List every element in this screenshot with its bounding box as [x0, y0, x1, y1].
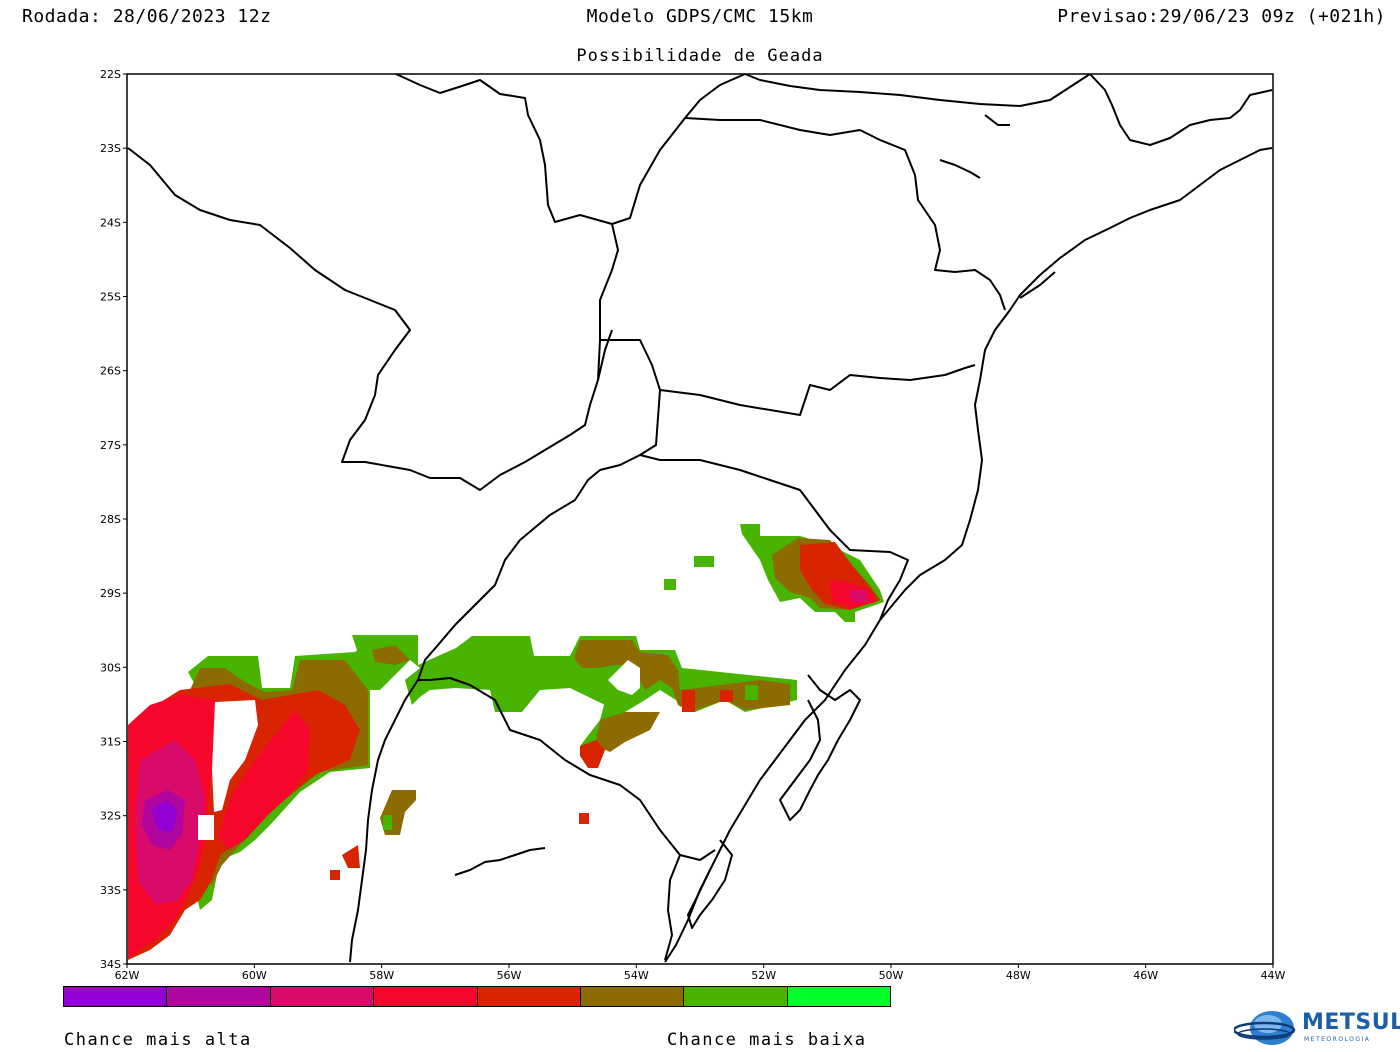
model-name-label: Modelo GDPS/CMC 15km — [586, 6, 814, 27]
lon-tick-label: 44W — [1261, 969, 1286, 980]
frost-band-mid-3 — [595, 712, 660, 752]
lat-tick-label: 33S — [100, 884, 121, 897]
border-argentina-paraguay — [127, 147, 613, 491]
lon-tick-label: 52W — [751, 969, 776, 980]
logo-subtext: METEOROLOGIA — [1304, 1036, 1371, 1043]
colorbar-swatch — [684, 987, 788, 1006]
border-uruguay-brazil — [418, 677, 716, 861]
lat-tick-label: 26S — [100, 365, 121, 378]
lon-tick-label: 54W — [624, 969, 649, 980]
no-frost-gap — [212, 700, 258, 812]
colorbar-swatch — [477, 987, 581, 1006]
lat-tick-label: 24S — [100, 216, 121, 229]
lon-tick-label: 60W — [242, 969, 267, 980]
lon-tick-label: 50W — [879, 969, 904, 980]
lagoa-mirim — [687, 839, 733, 929]
frost-map: 22S23S24S25S26S27S28S29S30S31S32S33S34S … — [100, 68, 1286, 980]
border-rs-sc — [639, 454, 909, 621]
lat-tick-label: 30S — [100, 661, 121, 674]
metsul-logo: METSUL METEOROLOGIA — [1232, 1006, 1400, 1048]
lat-tick-label: 34S — [100, 958, 121, 971]
border-argentina-rs — [417, 389, 661, 681]
frost-cell-green-2 — [694, 556, 714, 567]
lat-tick-label: 23S — [100, 142, 121, 155]
border-paraguay-brazil — [597, 223, 619, 381]
lon-tick-label: 62W — [115, 969, 140, 980]
run-time-label: Rodada: 28/06/2023 12z — [22, 6, 272, 27]
frost-cell-river-green — [383, 815, 392, 830]
lat-tick-label: 27S — [100, 439, 121, 452]
lon-axis: 62W 60W 58W 56W 54W 52W 50W 48W 46W 44W — [115, 969, 1286, 980]
lon-tick-label: 56W — [497, 969, 522, 980]
plot-frame — [126, 73, 1274, 965]
frost-cell-red-2 — [720, 690, 733, 702]
no-frost-gap-2 — [198, 815, 214, 840]
map-title: Possibilidade de Geada — [576, 46, 824, 66]
border-parana-sc — [600, 339, 976, 416]
lat-tick-label: 25S — [100, 291, 121, 304]
border-sp-pr — [859, 129, 1006, 311]
frost-cell-isolated — [579, 813, 589, 824]
no-frost-gap-3 — [608, 660, 640, 695]
lat-tick-label: 29S — [100, 587, 121, 600]
lon-tick-label: 58W — [369, 969, 394, 980]
border-ms-sp — [684, 117, 861, 136]
colorbar-swatch — [580, 987, 685, 1006]
frost-cell-red-1 — [682, 690, 695, 712]
lon-tick-label: 46W — [1133, 969, 1158, 980]
border-paraguay-bolivia — [395, 73, 746, 225]
globe-icon — [1234, 1011, 1296, 1045]
colorbar-swatch — [64, 987, 168, 1006]
frost-cell-river-red-2 — [330, 870, 340, 880]
legend-high-label: Chance mais alta — [64, 1030, 252, 1050]
border-mg-rj — [1089, 73, 1273, 146]
frost-band-mid-1 — [372, 645, 410, 665]
forecast-time-label: Previsao:29/06/23 09z (+021h) — [1057, 6, 1386, 27]
frost-band-central — [352, 635, 797, 752]
frost-cell-river-red — [342, 845, 360, 868]
coastline-rs — [664, 619, 881, 963]
lat-tick-label: 28S — [100, 513, 121, 526]
colorbar-swatch — [787, 987, 890, 1006]
reservoir-2 — [984, 114, 1010, 126]
frost-band-mid-2 — [574, 640, 790, 712]
lat-tick-label: 31S — [100, 736, 121, 749]
border-uruguay-coast — [664, 854, 681, 961]
boundaries — [127, 73, 1273, 963]
frost-cell-green-3 — [664, 579, 676, 590]
frost-area-ne-veryhigh — [848, 590, 868, 602]
coastline-sc-sp — [879, 147, 1273, 621]
frost-area-peak — [152, 800, 178, 832]
colorbar-swatch — [167, 987, 271, 1006]
frost-cell-green — [745, 685, 758, 700]
rio-negro-reservoir — [454, 847, 546, 876]
legend-low-label: Chance mais baixa — [667, 1030, 867, 1050]
baia-paranagua — [1019, 271, 1056, 299]
colorbar-swatch — [374, 987, 478, 1006]
lagoa-dos-patos — [779, 674, 861, 821]
frost-area-high-2 — [218, 710, 310, 850]
uruguay-river — [349, 679, 419, 963]
reservoir-1 — [939, 159, 981, 179]
axis-ticks — [123, 73, 1274, 968]
lat-tick-label: 22S — [100, 68, 121, 81]
frost-cell-red-3 — [580, 740, 605, 768]
lat-tick-label: 32S — [100, 810, 121, 823]
colorbar-swatch — [270, 987, 375, 1006]
border-sp-mg — [744, 73, 1091, 107]
lat-axis: 22S 23S 24S 25S 26S 27S 28S 29S 30S 31S 32S 33S 34S — [100, 68, 121, 971]
frost-shading — [128, 524, 884, 960]
frost-colorbar — [63, 986, 891, 1007]
logo-text: METSUL — [1302, 1010, 1400, 1035]
lon-tick-label: 48W — [1006, 969, 1031, 980]
